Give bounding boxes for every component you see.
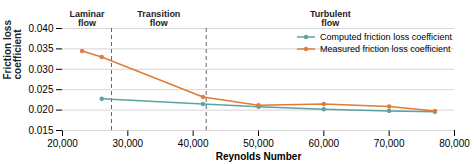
svg-text:Laminarflow: Laminarflow: [69, 9, 105, 28]
svg-text:0.040: 0.040: [28, 23, 53, 34]
svg-text:40,000: 40,000: [178, 138, 209, 149]
svg-text:20,000: 20,000: [47, 138, 78, 149]
svg-text:0.025: 0.025: [28, 84, 53, 95]
svg-text:0.035: 0.035: [28, 43, 53, 54]
svg-text:0.030: 0.030: [28, 64, 53, 75]
svg-text:0.020: 0.020: [28, 104, 53, 115]
svg-text:70,000: 70,000: [374, 138, 405, 149]
svg-text:60,000: 60,000: [309, 138, 340, 149]
html-text:Computed friction loss coeffic: Computed friction loss coefficient: [320, 32, 452, 42]
svg-text:Friction losscoefficient: Friction losscoefficient: [2, 20, 23, 80]
svg-text:80,000: 80,000: [439, 138, 470, 149]
svg-text:0.015: 0.015: [28, 125, 53, 136]
svg-text:30,000: 30,000: [113, 138, 144, 149]
svg-text:Reynolds Number: Reynolds Number: [216, 151, 302, 162]
svg-text:Transitionflow: Transitionflow: [137, 9, 180, 28]
svg-text:50,000: 50,000: [243, 138, 274, 149]
svg-text:Turbulentflow: Turbulentflow: [310, 9, 351, 28]
html-text:Measured friction loss coeffic: Measured friction loss coefficient: [320, 44, 451, 54]
